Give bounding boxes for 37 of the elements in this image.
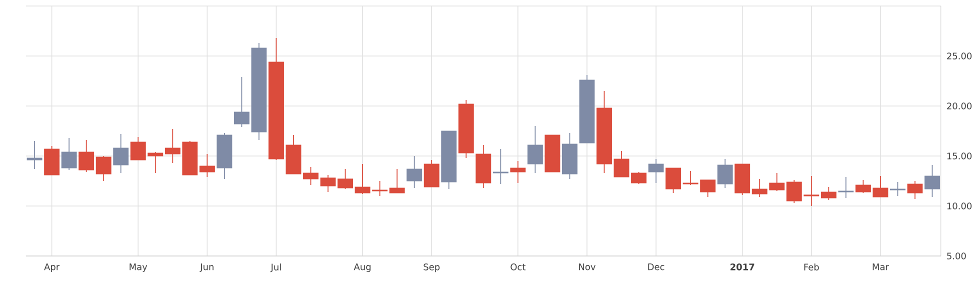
candlestick <box>510 160 526 184</box>
x-tick-label: Mar <box>872 264 889 270</box>
x-tick-label: May <box>130 264 148 272</box>
x-tick-label: 2017 <box>730 264 754 270</box>
y-tick-label: 25.00 <box>947 52 972 60</box>
x-tick-label: Jun <box>200 264 214 272</box>
y-tick-label: 15.00 <box>947 152 972 160</box>
candlestick <box>113 134 129 174</box>
candlestick <box>666 168 682 194</box>
x-tick-label: Oct <box>510 264 526 270</box>
x-tick-label: Aug <box>354 264 371 272</box>
candlestick <box>648 158 664 184</box>
candlestick <box>424 160 440 188</box>
x-tick-label: Sep <box>424 264 440 272</box>
candlestick <box>890 182 906 196</box>
x-tick-label: Feb <box>804 264 819 270</box>
candlestick <box>61 138 77 170</box>
candlestick <box>26 140 42 170</box>
x-tick-label: Nov <box>579 264 596 270</box>
y-tick-label: 20.00 <box>947 102 972 110</box>
candlestick <box>492 148 508 184</box>
candlestick <box>389 168 405 194</box>
candlestick <box>924 164 940 198</box>
candlestick <box>820 186 836 200</box>
x-tick-label: Dec <box>648 264 664 270</box>
x-tick-label: Apr <box>44 264 60 272</box>
y-tick-label: 10.00 <box>947 202 972 210</box>
candlestick <box>527 126 543 174</box>
candlestick <box>406 156 422 188</box>
candlestick <box>199 154 215 178</box>
candlestick <box>78 140 94 172</box>
candlestick <box>907 180 923 200</box>
candlestick <box>717 158 733 188</box>
x-tick-label: Jul <box>270 264 281 272</box>
candlestick <box>96 156 112 182</box>
y-tick-label: 5.00 <box>947 252 966 260</box>
candlestick <box>838 176 854 198</box>
